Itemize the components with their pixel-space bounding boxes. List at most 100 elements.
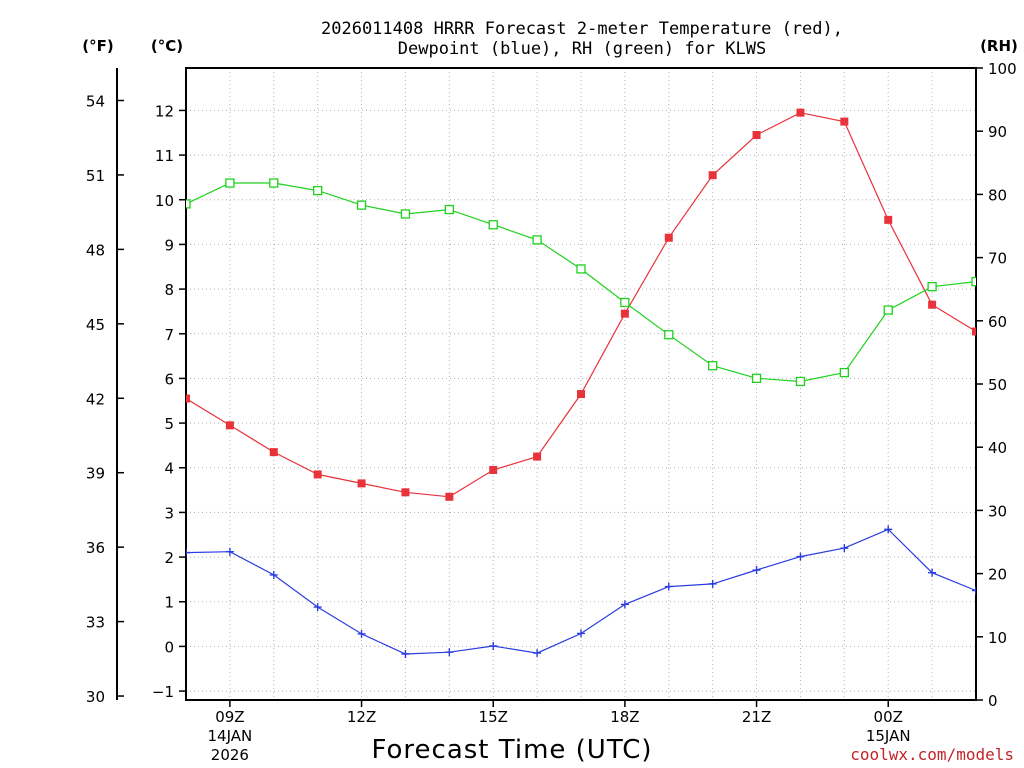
x-tick-label: 12Z	[347, 708, 376, 726]
temperature-point	[620, 309, 629, 318]
temperature-point	[928, 300, 937, 309]
temperature-point	[884, 215, 893, 224]
rh-tick-label: 80	[988, 186, 1007, 204]
x-tick-label: 15Z	[479, 708, 508, 726]
rh-point	[356, 200, 367, 210]
rh-point	[400, 209, 411, 219]
temperature-point	[401, 488, 410, 497]
x-tick-label: 09Z	[215, 708, 244, 726]
fahrenheit-tick-label: 39	[86, 465, 105, 483]
rh-tick-label: 60	[988, 313, 1007, 331]
axes	[116, 67, 983, 707]
dewpoint-point	[664, 582, 673, 591]
dewpoint-point	[533, 649, 542, 658]
x-axis-label: Forecast Time (UTC)	[371, 735, 652, 765]
rh-point	[186, 199, 191, 209]
dewpoint-point	[445, 648, 454, 657]
fahrenheit-tick-label: 54	[86, 93, 105, 111]
rh-point	[708, 361, 718, 371]
rh-tick-label: 0	[988, 692, 998, 710]
dewpoint-point	[313, 603, 322, 612]
fahrenheit-tick-label: 48	[86, 241, 105, 259]
fahrenheit-tick-label: 33	[86, 614, 105, 632]
rh-tick-label: 40	[988, 439, 1007, 457]
dewpoint-point	[489, 641, 498, 650]
x-tick-date-label: 14JAN	[208, 727, 253, 745]
rh-tick-label: 100	[988, 60, 1017, 78]
fahrenheit-tick-label: 30	[86, 688, 105, 706]
dewpoint-point	[796, 552, 805, 561]
temperature-point	[489, 465, 498, 474]
rh-point	[488, 220, 498, 230]
rh-point	[971, 276, 976, 287]
temperature-point	[225, 421, 234, 430]
dewpoint-point	[972, 586, 976, 595]
x-tick-date-label: 15JAN	[866, 727, 911, 745]
x-tick-label: 00Z	[874, 708, 903, 726]
dewpoint-point	[620, 600, 629, 609]
dewpoint-point	[577, 629, 585, 638]
celsius-tick-label: 11	[155, 147, 174, 165]
rh-point	[620, 297, 630, 308]
celsius-tick-label: −1	[152, 683, 174, 701]
rh-tick-label: 50	[988, 376, 1007, 394]
rh-point	[225, 178, 235, 188]
fahrenheit-tick-label: 42	[86, 390, 105, 408]
temperature-point	[357, 479, 366, 488]
rh-point	[269, 178, 279, 188]
celsius-tick-label: 1	[164, 594, 174, 612]
temperature-point	[186, 394, 190, 403]
dewpoint-point	[752, 566, 761, 575]
temperature-point	[445, 492, 454, 501]
dewpoint-point	[225, 547, 234, 556]
credit-label: coolwx.com/models	[850, 745, 1014, 764]
rh-point	[664, 330, 674, 340]
temperature-point	[840, 117, 849, 126]
celsius-tick-label: 7	[164, 326, 174, 344]
fahrenheit-tick-label: 36	[86, 539, 105, 557]
temperature-point	[972, 327, 976, 336]
temperature-point	[708, 171, 717, 180]
fahrenheit-tick-label: 51	[86, 167, 105, 185]
series-group	[186, 108, 976, 658]
x-tick-label: 21Z	[742, 708, 771, 726]
rh-point	[532, 235, 542, 245]
celsius-tick-label: 5	[164, 415, 174, 433]
rh-tick-label: 30	[988, 502, 1007, 520]
celsius-tick-label: 3	[164, 504, 174, 522]
temperature-point	[752, 130, 761, 139]
rh-point	[883, 305, 893, 315]
rh-tick-label: 70	[988, 250, 1007, 268]
chart-title-line-1: 2026011408 HRRR Forecast 2-meter Tempera…	[321, 19, 843, 39]
rh-point	[839, 367, 849, 378]
rh-point	[313, 185, 323, 196]
rh-point	[795, 376, 806, 387]
rh-point	[751, 373, 762, 383]
dewpoint-point	[401, 649, 410, 658]
chart-title-line-2: Dewpoint (blue), RH (green) for KLWS	[398, 39, 766, 59]
rh-tick-label: 20	[988, 566, 1007, 584]
rh-point	[927, 282, 937, 292]
dewpoint-point	[708, 579, 717, 588]
rh-tick-label: 90	[988, 123, 1007, 141]
fahrenheit-tick-label: 45	[86, 316, 105, 334]
celsius-tick-label: 12	[155, 102, 174, 120]
temperature-point	[664, 233, 673, 242]
dewpoint-point	[269, 570, 278, 579]
celsius-tick-label: 9	[164, 236, 174, 254]
rh-point	[576, 264, 586, 274]
dewpoint-point	[840, 544, 849, 553]
temperature-point	[577, 390, 585, 399]
celsius-tick-label: 0	[164, 638, 174, 656]
fahrenheit-unit-label: (°F)	[82, 37, 113, 55]
temperature-point	[533, 452, 542, 461]
celsius-unit-label: (°C)	[151, 37, 183, 55]
data-series	[186, 108, 976, 658]
rh-point	[444, 204, 454, 215]
celsius-tick-label: 4	[164, 460, 174, 478]
dewpoint-point	[928, 568, 937, 577]
temperature-point	[796, 108, 805, 117]
dewpoint-point	[357, 629, 366, 638]
tick-labels: 303336394245485154−101234567891011120102…	[86, 60, 1017, 764]
